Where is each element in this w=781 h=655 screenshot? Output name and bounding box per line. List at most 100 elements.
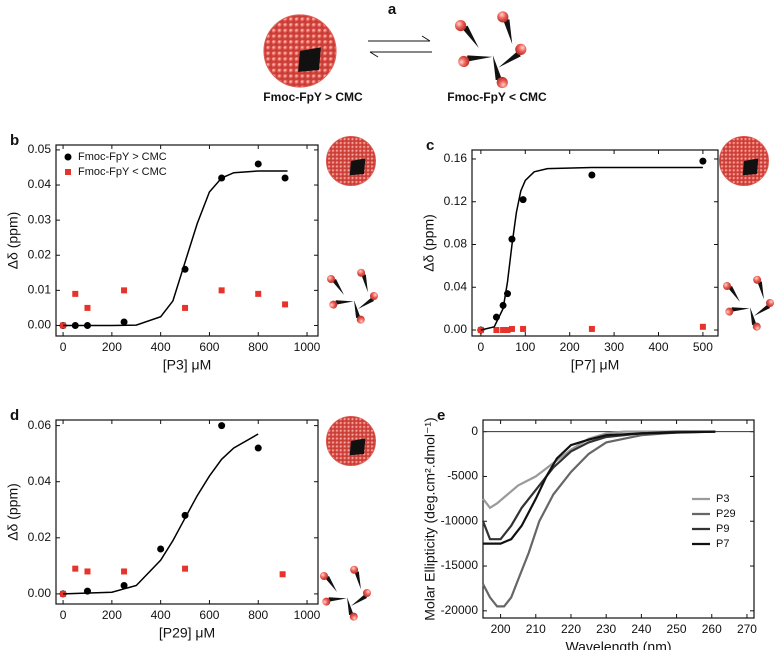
data-point: [60, 322, 67, 329]
monomer-icon: [320, 565, 371, 622]
y-tick-label: 0.02: [28, 530, 52, 544]
series-line: [63, 170, 288, 327]
arrow: [368, 35, 431, 42]
data-point: [282, 301, 289, 308]
data-point: [60, 590, 67, 597]
data-point: [121, 568, 128, 575]
data-point: [255, 290, 262, 297]
series-line: [483, 430, 716, 545]
y-tick-label: 0.02: [28, 247, 52, 261]
y-tick-label: -15000: [441, 558, 479, 572]
x-tick-label: 600: [199, 608, 219, 622]
data-point: [72, 290, 79, 297]
state-label: Fmoc-FpY > CMC: [263, 90, 363, 104]
monomer-icon: [327, 268, 378, 325]
x-tick-label: 250: [667, 622, 687, 636]
series-line: [482, 430, 712, 510]
data-point: [279, 571, 286, 578]
y-axis-label: Molar Ellipticity (deg.cm².dmol⁻¹): [422, 417, 438, 620]
x-tick-label: 260: [702, 622, 722, 636]
y-axis-label: Δδ (ppm): [5, 212, 21, 270]
data-point: [120, 581, 128, 589]
data-point: [520, 325, 527, 332]
panel-label: e: [437, 407, 445, 424]
data-point: [120, 318, 128, 326]
y-tick-label: -10000: [441, 513, 479, 527]
x-tick-label: 0: [478, 340, 485, 354]
chart-panel: e 200 210 220 230 240 250 260 270 0 -5000 -10000 -15…: [422, 407, 758, 655]
x-tick-label: 300: [604, 340, 624, 354]
x-tick-label: 270: [737, 622, 757, 636]
data-point: [254, 444, 262, 452]
panel-label: a: [388, 1, 397, 18]
x-tick-label: 200: [102, 608, 122, 622]
y-tick-label: 0.08: [444, 237, 468, 251]
x-tick-label: 400: [151, 340, 171, 354]
data-point: [121, 287, 128, 294]
data-point: [699, 157, 707, 165]
data-point: [218, 422, 226, 430]
y-tick-label: -5000: [447, 469, 478, 483]
x-tick-label: 240: [631, 622, 651, 636]
x-tick-label: 220: [561, 622, 581, 636]
chart-panel: c 0 100 200 300 400 500 0.00 0.04 0.08 0.12 0.16 [P7…: [421, 137, 719, 373]
data-point: [281, 174, 289, 182]
micelle-icon: [325, 135, 377, 187]
data-point: [588, 171, 596, 179]
y-tick-label: 0.00: [28, 586, 52, 600]
data-point: [254, 160, 262, 168]
x-tick-label: 200: [102, 340, 122, 354]
data-point: [588, 325, 595, 332]
y-tick-label: 0.12: [444, 194, 468, 208]
y-tick-label: 0.16: [444, 151, 468, 165]
legend-label: Fmoc-FpY > CMC: [78, 151, 167, 163]
series-line: [482, 430, 716, 608]
panel-label: c: [426, 137, 434, 154]
x-tick-label: 230: [596, 622, 616, 636]
x-tick-label: 600: [199, 340, 219, 354]
data-point: [699, 323, 706, 330]
data-point: [157, 545, 165, 553]
monomer-icon: [455, 10, 526, 90]
x-axis-label: [P3] μM: [163, 357, 212, 373]
legend-label: Fmoc-FpY < CMC: [78, 166, 167, 178]
micelle-icon: [263, 14, 337, 88]
data-point: [504, 327, 511, 334]
x-tick-label: 400: [648, 340, 668, 354]
x-tick-label: 0: [60, 340, 67, 354]
legend-swatch: [65, 169, 71, 175]
x-tick-label: 1000: [294, 340, 321, 354]
chart-panel: d 0 200 400 600 800 1000 0.00 0.02 0.04 0.06 [P29] …: [5, 407, 321, 641]
x-tick-label: 800: [248, 608, 268, 622]
y-tick-label: 0.05: [28, 142, 52, 156]
panel-label: b: [10, 132, 19, 149]
x-tick-label: 500: [693, 340, 713, 354]
y-axis-label: Δδ (ppm): [5, 483, 21, 541]
monomer-icon: [723, 275, 774, 332]
panel-label: d: [10, 407, 19, 424]
x-axis-label: [P29] μM: [159, 625, 215, 641]
series-line: [480, 166, 703, 331]
x-tick-label: 200: [491, 622, 511, 636]
y-tick-label: 0.00: [28, 318, 52, 332]
plot-frame: [471, 149, 719, 337]
series-line: [63, 433, 259, 595]
x-axis-label: [P7] μM: [571, 357, 620, 373]
legend-label: P3: [716, 493, 729, 505]
data-point: [182, 565, 189, 572]
micelle-icon: [325, 415, 377, 467]
x-axis-label: Wavelength (nm): [565, 639, 671, 650]
y-tick-label: 0: [471, 424, 478, 438]
chart-panel: b 0 200 400 600 800 1000 0.00 0.01 0.02 0.03 0.04 0.…: [5, 132, 321, 373]
x-tick-label: 1000: [294, 608, 321, 622]
plot-frame: [55, 419, 319, 605]
y-axis-label: Δδ (ppm): [421, 214, 437, 272]
legend-label: P29: [716, 508, 736, 520]
y-tick-label: -20000: [441, 603, 479, 617]
x-tick-label: 100: [515, 340, 535, 354]
micelle-icon: [718, 135, 770, 187]
legend-swatch: [64, 153, 72, 161]
y-tick-label: 0.01: [28, 283, 52, 297]
data-point: [519, 196, 527, 204]
data-point: [182, 304, 189, 311]
